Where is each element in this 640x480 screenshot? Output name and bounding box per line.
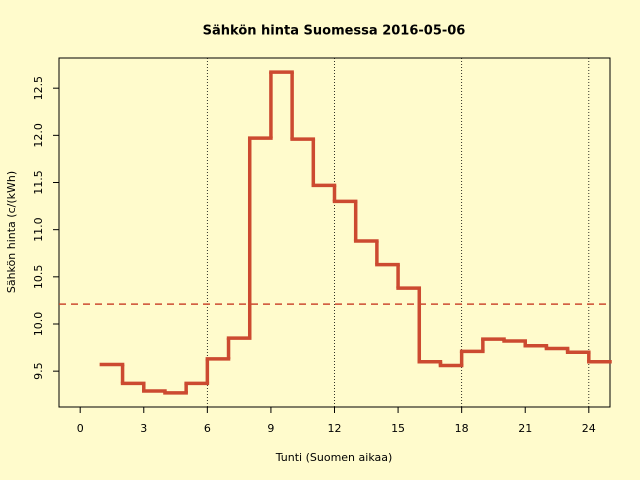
y-tick-label: 10.0 bbox=[32, 312, 45, 337]
y-tick-label: 11.5 bbox=[32, 170, 45, 195]
y-axis-label: Sähkön hinta (c/(kWh) bbox=[5, 171, 18, 293]
x-axis-label: Tunti (Suomen aikaa) bbox=[275, 451, 393, 464]
x-tick-label: 18 bbox=[455, 422, 469, 435]
x-tick-label: 3 bbox=[140, 422, 147, 435]
x-tick-label: 6 bbox=[204, 422, 211, 435]
y-tick-label: 10.5 bbox=[32, 265, 45, 290]
x-tick-label: 21 bbox=[518, 422, 532, 435]
x-tick-label: 0 bbox=[77, 422, 84, 435]
y-tick-label: 12.0 bbox=[32, 123, 45, 148]
y-tick-label: 11.0 bbox=[32, 217, 45, 242]
x-tick-label: 12 bbox=[328, 422, 342, 435]
chart-title: Sähkön hinta Suomessa 2016-05-06 bbox=[203, 24, 466, 39]
x-tick-label: 9 bbox=[267, 422, 274, 435]
y-tick-label: 9.5 bbox=[32, 362, 45, 380]
y-tick-label: 12.5 bbox=[32, 76, 45, 101]
x-tick-label: 24 bbox=[582, 422, 596, 435]
x-tick-label: 15 bbox=[391, 422, 405, 435]
